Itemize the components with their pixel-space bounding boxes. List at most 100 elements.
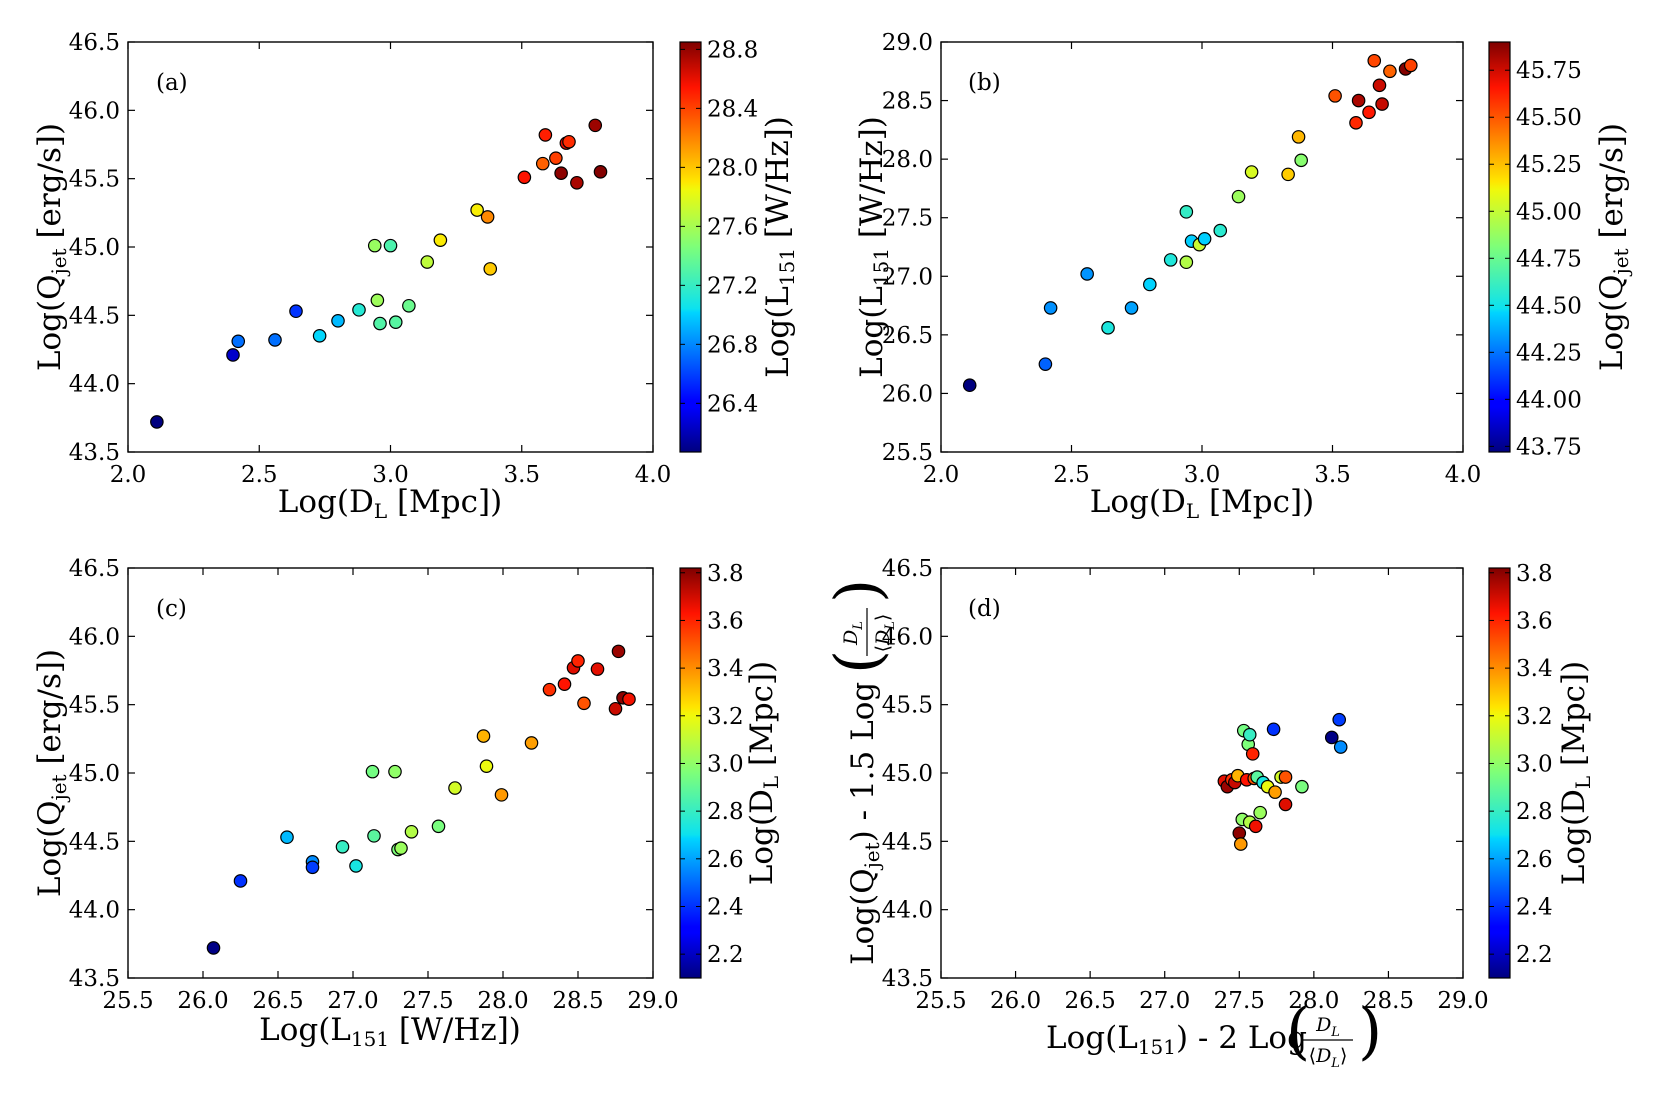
y-tick-label: 44.0	[69, 898, 120, 924]
x-tick-label: 2.0	[110, 462, 147, 488]
scatter-point	[448, 781, 462, 795]
scatter-point	[562, 134, 576, 149]
y-tick-label: 43.5	[69, 440, 120, 466]
colorbar-tick-label: 3.6	[1516, 608, 1553, 634]
y-tick-label: 29.0	[882, 30, 933, 56]
colorbar-tick-label: 3.8	[1516, 561, 1553, 587]
scatter-point	[611, 644, 626, 659]
x-ticks-a: 2.0 2.5 3.0 3.5 4.0	[110, 42, 671, 488]
y-tick-label: 44.5	[882, 829, 933, 855]
scatter-point	[476, 729, 491, 743]
y-tick-label: 43.5	[882, 966, 933, 992]
colorbar-tick-label: 28.8	[707, 37, 758, 63]
x-tick-label: 27.5	[402, 988, 453, 1014]
scatter-point	[394, 841, 408, 855]
colorbar-tick-label: 3.2	[1516, 704, 1553, 730]
scatter-point	[420, 255, 435, 269]
scatter-point	[404, 824, 419, 839]
scatter-point	[1295, 779, 1309, 794]
scatter-point	[1245, 747, 1260, 761]
y-tick-label: 44.5	[69, 829, 120, 855]
y-ticks-a: 43.5 44.0 44.5 45.0 45.5 46.0 46.5	[69, 30, 653, 466]
scatter-point	[549, 151, 563, 165]
y-tick-label: 45.5	[882, 693, 933, 719]
y-tick-label: 26.5	[882, 323, 933, 349]
x-tick-label: 3.5	[503, 462, 540, 488]
y-tick-label: 25.5	[882, 440, 933, 466]
panel-a: 2.0 2.5 3.0 3.5 4.0 43.5 44.0 44.5 45.0 45.5 46.0…	[32, 30, 799, 523]
y-tick-label: 45.0	[69, 235, 120, 261]
scatter-point	[1332, 712, 1347, 727]
scatter-point	[1372, 78, 1387, 93]
scatter-point	[1404, 58, 1418, 73]
panel-label-b: (b)	[968, 70, 1001, 96]
colorbar-tick-label: 26.8	[707, 332, 758, 358]
x-axis-label-b: Log(DL [Mpc])	[1090, 484, 1314, 523]
scatter-point	[1278, 797, 1293, 812]
x-ticks-b: 2.0 2.5 3.0 3.5 4.0	[923, 42, 1481, 488]
panel-label-a: (a)	[156, 70, 188, 96]
colorbar-tick-label: 44.50	[1516, 293, 1582, 319]
x-tick-label: 3.0	[372, 462, 409, 488]
scatter-point	[1291, 130, 1306, 144]
scatter-point	[1268, 785, 1282, 799]
scatter-point	[1266, 722, 1281, 737]
x-tick-label: 28.0	[1288, 988, 1339, 1014]
x-tick-label: 26.0	[990, 988, 1041, 1014]
scatter-point	[1328, 89, 1342, 103]
scatter-point	[1351, 93, 1366, 108]
colorbar-tick-label: 3.6	[707, 608, 744, 634]
colorbar-tick-label: 3.0	[1516, 751, 1553, 777]
scatter-point	[517, 170, 532, 185]
x-tick-label: 25.5	[915, 988, 966, 1014]
scatter-point	[557, 677, 572, 691]
x-ticks-d: 25.5 26.0 26.5 27.0 27.5 28.0 28.5 29.0	[915, 568, 1489, 1014]
scatter-point	[388, 315, 403, 329]
colorbar-ticks-b: 43.75 44.00 44.25 44.50 44.75 45.00 45.25 45.50…	[1489, 58, 1582, 460]
scatter-point	[1179, 205, 1194, 219]
scatter-point	[349, 859, 363, 873]
panel-label-c: (c)	[156, 596, 187, 622]
colorbar-tick-label: 44.75	[1516, 246, 1582, 272]
scatter-point	[388, 764, 402, 779]
scatter-point	[289, 304, 303, 319]
y-tick-label: 44.5	[69, 303, 120, 329]
y-tick-label: 28.5	[882, 89, 933, 115]
colorbar-tick-label: 45.50	[1516, 105, 1582, 131]
svg-text:Log(L151) - 2 Log: Log(L151) - 2 Log	[1046, 1020, 1307, 1059]
scatter-point	[150, 415, 164, 429]
scatter-point	[588, 118, 603, 133]
svg-text:(: (	[821, 650, 894, 674]
x-tick-label: 2.0	[923, 462, 960, 488]
scatter-point	[1278, 770, 1293, 784]
y-tick-label: 45.5	[69, 167, 120, 193]
scatter-point	[1197, 232, 1212, 246]
colorbar-a	[679, 41, 702, 453]
scatter-point	[1124, 301, 1139, 315]
y-tick-label: 46.5	[882, 556, 933, 582]
colorbar-tick-label: 3.0	[707, 751, 744, 777]
y-axis-label-c: Log(Qjet [erg/s])	[32, 649, 71, 897]
svg-text:(: (	[1286, 994, 1310, 1067]
svg-text:): )	[821, 579, 894, 603]
panel-b: 2.0 2.5 3.0 3.5 4.0 25.5 26.0 26.5 27.0 27.5 28.0…	[854, 30, 1633, 523]
points-c	[206, 644, 636, 955]
scatter-point	[1253, 805, 1267, 820]
scatter-point	[1362, 105, 1376, 120]
scatter-point	[1349, 116, 1363, 130]
scatter-point	[226, 348, 240, 362]
y-axis-label-b: Log(L151 [W/Hz])	[854, 116, 893, 378]
scatter-point	[1383, 64, 1397, 79]
x-tick-label: 27.0	[327, 988, 378, 1014]
colorbar-tick-label: 3.8	[707, 561, 744, 587]
colorbar-ticks-c: 2.2 2.4 2.6 2.8 3.0 3.2 3.4 3.6 3.8	[680, 561, 744, 968]
x-tick-label: 2.5	[241, 462, 278, 488]
y-tick-label: 26.0	[882, 381, 933, 407]
colorbar-label-d: Log(DL [Mpc])	[1556, 661, 1595, 885]
scatter-point	[1101, 321, 1115, 335]
scatter-point	[1244, 165, 1259, 179]
colorbar-tick-label: 28.0	[707, 155, 758, 181]
x-axis-label-c: Log(L151 [W/Hz])	[259, 1012, 521, 1051]
x-tick-label: 26.5	[252, 988, 303, 1014]
scatter-point	[1281, 167, 1295, 182]
